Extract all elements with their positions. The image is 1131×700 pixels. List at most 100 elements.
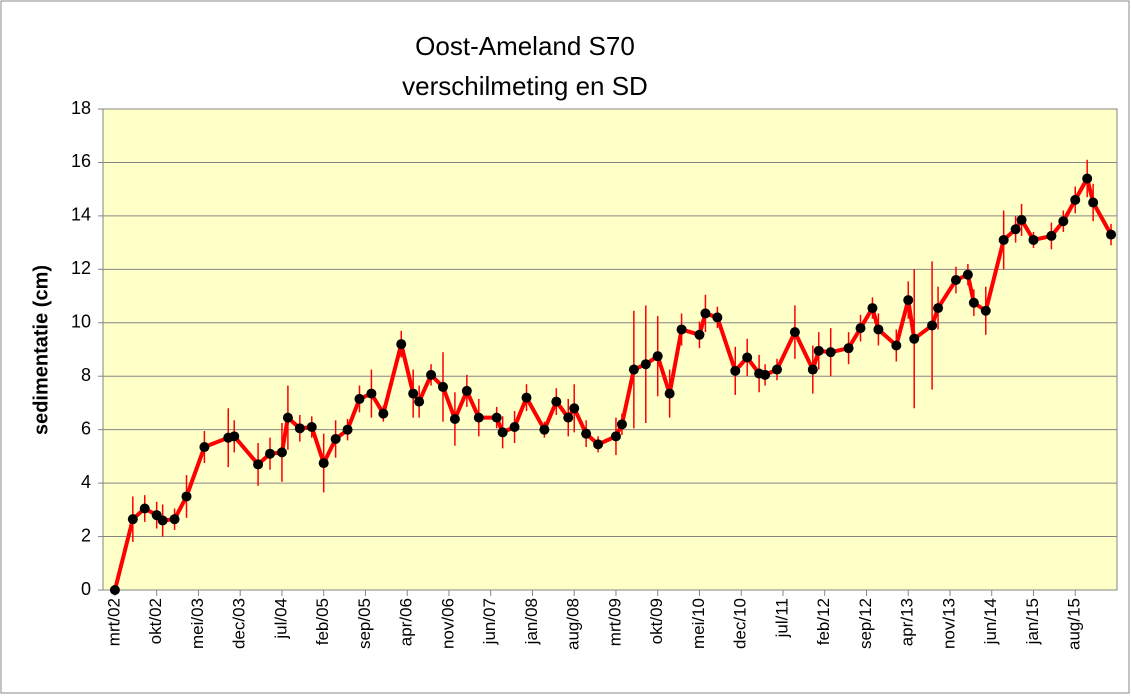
plot-area	[103, 109, 1117, 590]
x-tick-label: dec/10	[731, 598, 750, 649]
x-tick-label: sep/12	[856, 598, 875, 649]
x-tick-label: jul/04	[271, 598, 290, 640]
x-tick-label: dec/03	[230, 598, 249, 649]
x-tick-label: okt/02	[146, 598, 165, 644]
data-point	[253, 459, 264, 470]
x-tick-label: feb/05	[313, 598, 332, 645]
data-line	[112, 176, 1113, 591]
y-tick-label: 6	[81, 418, 91, 438]
x-tick-label: jul/11	[772, 598, 791, 638]
data-point	[491, 412, 502, 423]
data-point	[760, 369, 771, 380]
x-tick-label: nov/06	[438, 598, 457, 649]
y-axis-label: sedimentatie (cm)	[30, 265, 52, 435]
y-tick-label: 16	[71, 151, 91, 171]
data-point	[962, 269, 973, 280]
data-point	[1010, 224, 1021, 235]
data-point	[813, 345, 824, 356]
data-point	[366, 388, 377, 399]
data-point	[169, 514, 180, 525]
data-point	[265, 448, 276, 459]
x-tick-label: jun/14	[981, 598, 1000, 645]
data-point	[616, 419, 627, 430]
chart-title: Oost-Ameland S70	[415, 31, 635, 61]
y-tick-label: 2	[81, 525, 91, 545]
x-tick-label: mrt/09	[605, 598, 624, 646]
data-point	[742, 352, 753, 363]
data-point	[927, 320, 938, 331]
data-point	[933, 303, 944, 314]
x-tick-label: feb/12	[814, 598, 833, 645]
data-point	[497, 427, 508, 438]
x-tick-label: apr/13	[898, 598, 917, 646]
data-point	[539, 424, 550, 435]
data-point	[1070, 194, 1081, 205]
x-tick-label: aug/08	[564, 598, 583, 650]
data-point	[891, 340, 902, 351]
data-point	[968, 297, 979, 308]
x-tick-label: mei/10	[689, 598, 708, 649]
data-point	[461, 385, 472, 396]
data-point	[1082, 173, 1093, 184]
x-tick-label: apr/06	[397, 598, 416, 646]
data-point	[282, 412, 293, 423]
data-point	[426, 369, 437, 380]
data-point	[700, 308, 711, 319]
y-tick-label: 12	[71, 258, 91, 278]
data-point	[676, 324, 687, 335]
data-point	[229, 431, 240, 442]
x-tick-label: jan/08	[522, 598, 541, 645]
data-point	[807, 364, 818, 375]
data-point	[569, 403, 580, 414]
x-tick-label: mrt/02	[104, 598, 123, 646]
data-point	[181, 491, 192, 502]
data-point	[1046, 230, 1057, 241]
data-point	[581, 428, 592, 439]
chart-subtitle: verschilmeting en SD	[402, 71, 648, 101]
data-point	[551, 396, 562, 407]
data-point	[1088, 197, 1099, 208]
data-point	[843, 343, 854, 354]
x-tick-label: jan/15	[1023, 598, 1042, 645]
data-point	[694, 329, 705, 340]
data-point	[396, 339, 407, 350]
y-tick-label: 8	[81, 365, 91, 385]
data-point	[903, 295, 914, 306]
data-point	[1058, 216, 1069, 227]
data-point	[342, 424, 353, 435]
data-point	[437, 381, 448, 392]
data-point	[109, 585, 120, 595]
data-point	[652, 351, 663, 362]
data-point	[354, 393, 365, 404]
data-point	[330, 434, 341, 445]
x-tick-label: nov/13	[939, 598, 958, 649]
data-point	[1016, 214, 1027, 225]
data-point	[521, 392, 532, 403]
data-point	[664, 388, 675, 399]
data-point	[909, 333, 920, 344]
data-point	[712, 312, 723, 323]
data-point	[318, 458, 329, 469]
data-point	[563, 412, 574, 423]
data-point	[414, 396, 425, 407]
data-point	[855, 323, 866, 334]
x-tick-label: okt/09	[647, 598, 666, 644]
y-tick-label: 14	[71, 205, 91, 225]
data-point	[950, 275, 961, 286]
data-point	[640, 359, 651, 370]
data-point	[730, 365, 741, 376]
data-point	[157, 515, 168, 526]
plot-border	[102, 108, 1118, 591]
data-point	[593, 439, 604, 450]
data-point	[199, 442, 210, 453]
data-point	[628, 364, 639, 375]
data-point	[473, 412, 484, 423]
data-point	[378, 408, 389, 419]
data-point	[408, 388, 419, 399]
data-point	[825, 347, 836, 358]
data-point	[509, 421, 520, 432]
data-point	[306, 421, 317, 432]
x-tick-label: jun/07	[480, 598, 499, 645]
